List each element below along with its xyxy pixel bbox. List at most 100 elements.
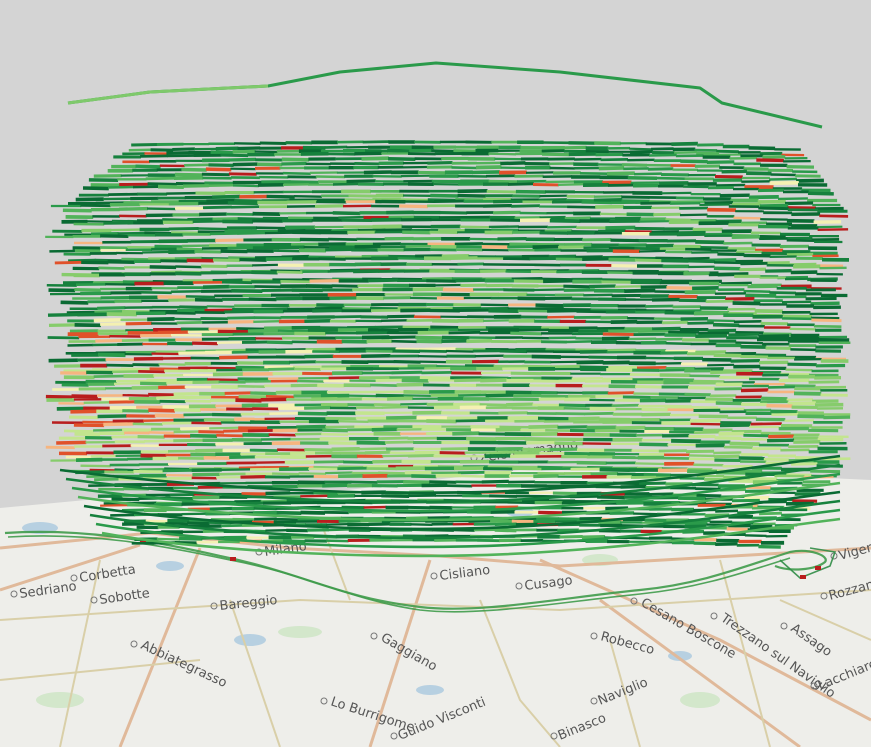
trajectory-segment: [638, 249, 666, 253]
trajectory-line: [65, 347, 847, 361]
trajectory-segment: [739, 267, 767, 272]
trajectory-line: [93, 170, 824, 183]
trajectory-segment: [583, 293, 613, 297]
trajectory-segment: [745, 293, 777, 298]
trajectory-segment: [419, 349, 447, 353]
trajectory-line: [58, 446, 851, 461]
map-road-minor: [479, 599, 561, 747]
trajectory-segment: [364, 450, 391, 455]
trajectory-segment: [436, 296, 465, 301]
trajectory-segment: [494, 528, 517, 533]
trajectory-segment: [819, 214, 849, 218]
trajectory-tail: [95, 508, 841, 549]
map-place-marker: [590, 632, 598, 640]
trajectory-segment: [201, 172, 230, 177]
trajectory-segment: [505, 402, 534, 407]
trajectory-line: [88, 174, 828, 187]
trajectory-segment: [154, 413, 185, 418]
trajectory-segment: [363, 505, 387, 509]
trajectory-segment: [173, 438, 204, 443]
trajectory-segment: [558, 403, 587, 408]
trajectory-segment: [338, 420, 369, 423]
trajectory-segment: [785, 368, 813, 372]
trajectory-segment: [224, 391, 252, 395]
trajectory-segment: [790, 462, 818, 466]
trajectory-segment: [230, 205, 260, 209]
trajectory-segment: [475, 165, 502, 170]
trajectory-line: [74, 427, 844, 442]
trajectory-segment: [121, 338, 150, 342]
trajectory-line: [61, 215, 843, 229]
trajectory-segment: [716, 149, 739, 154]
trajectory-segment: [322, 483, 348, 488]
trajectory-segment: [187, 217, 214, 222]
trajectory-segment: [313, 465, 340, 469]
trajectory-segment: [454, 242, 483, 246]
trajectory-segment: [156, 395, 185, 400]
trajectory-segment: [633, 172, 662, 176]
trajectory-segment: [547, 315, 575, 319]
trajectory-segment: [541, 152, 570, 157]
trajectory-segment: [82, 420, 114, 424]
ground-route-path: [4, 530, 837, 613]
trajectory-segment: [266, 194, 295, 199]
trajectory-segment: [216, 433, 244, 438]
trajectory-segment: [328, 441, 358, 446]
trajectory-stack: [45, 140, 851, 558]
trajectory-segment: [649, 153, 677, 157]
trajectory-segment: [255, 461, 286, 464]
trajectory-segment: [568, 416, 600, 421]
trajectory-segment: [403, 394, 432, 398]
trajectory-segment: [744, 534, 767, 538]
trajectory-segment: [707, 328, 737, 333]
trajectory-segment: [723, 445, 754, 449]
trajectory-segment: [268, 367, 296, 371]
top-trajectory-line: [67, 61, 823, 129]
trajectory-segment: [717, 252, 745, 257]
trajectory-segment: [321, 432, 349, 436]
trajectory-tail: [101, 517, 841, 558]
trajectory-segment: [176, 321, 204, 325]
trajectory-segment: [460, 474, 486, 478]
trajectory-segment: [807, 191, 834, 196]
trajectory-segment: [378, 365, 409, 368]
trajectory-line: [82, 182, 834, 196]
map-road-major: [368, 559, 432, 747]
trajectory-segment: [216, 341, 243, 344]
trajectory-segment: [393, 360, 421, 364]
trajectory-segment: [94, 477, 120, 482]
trajectory-segment: [769, 291, 796, 295]
trajectory-segment: [68, 258, 96, 263]
trajectory-line: [66, 306, 840, 320]
trajectory-segment: [202, 205, 232, 210]
trajectory-segment: [439, 451, 466, 455]
trajectory-line: [52, 224, 840, 238]
trajectory-segment: [455, 278, 486, 283]
trajectory-segment: [669, 202, 701, 205]
trajectory-segment: [680, 159, 708, 164]
trajectory-line: [46, 278, 836, 292]
trajectory-segment: [671, 438, 702, 444]
trajectory-segment: [198, 430, 225, 434]
trajectory-segment: [605, 225, 636, 230]
trajectory-line: [80, 459, 841, 474]
trajectory-segment: [538, 510, 563, 515]
trajectory-segment: [83, 401, 110, 404]
trajectory-segment: [209, 426, 240, 430]
trajectory-segment: [255, 226, 286, 230]
trajectory-segment: [207, 184, 234, 188]
trajectory-segment: [731, 235, 761, 239]
trajectory-segment: [367, 278, 398, 283]
trajectory-segment: [595, 394, 624, 399]
trajectory-segment: [100, 504, 129, 507]
trajectory-segment: [314, 204, 344, 208]
map-place-marker: [90, 596, 98, 604]
trajectory-segment: [748, 146, 776, 151]
trajectory-segment: [110, 513, 135, 517]
trajectory-segment: [511, 277, 543, 281]
trajectory-segment: [122, 409, 150, 413]
trajectory-segment: [117, 231, 146, 235]
trajectory-segment: [760, 321, 789, 326]
trajectory-segment: [599, 212, 628, 216]
trajectory-segment: [121, 508, 145, 513]
